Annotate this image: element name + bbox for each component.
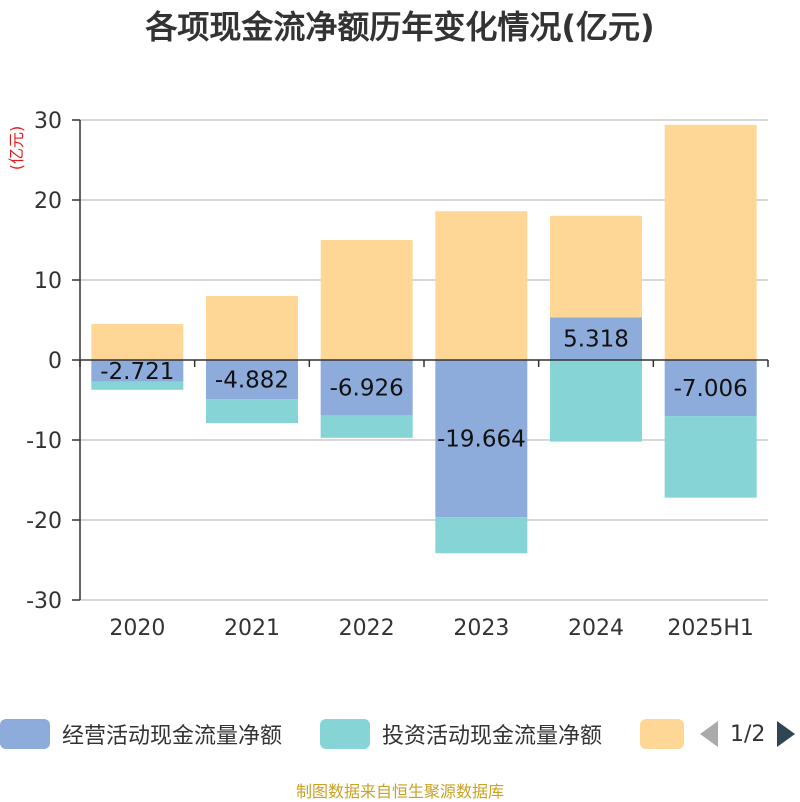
x-tick-label: 2020	[109, 616, 165, 641]
chart-plot: 30 20 10 0 -10 -20 -30 2020 2021 2022 2023 2024 2025…	[7, 109, 769, 641]
y-tick-label: 20	[34, 189, 62, 214]
data-label: -7.006	[674, 376, 748, 402]
bar-segment-s1-c5[interactable]	[664, 416, 757, 498]
y-tick-label: -10	[26, 429, 62, 454]
bar-layer	[91, 124, 757, 554]
legend-pager: 1/2	[700, 716, 796, 752]
y-tick-label: 10	[34, 269, 62, 294]
data-label: -2.721	[100, 359, 174, 385]
y-tick-label: -30	[26, 589, 62, 614]
bar-segment-s1-c0[interactable]	[91, 381, 184, 390]
bar-segment-s2-c4[interactable]	[550, 215, 642, 318]
x-tick-label: 2023	[453, 616, 509, 641]
legend-swatch-operating	[0, 719, 50, 749]
bar-segment-s2-c1[interactable]	[206, 296, 298, 360]
legend-swatch-third	[640, 719, 684, 749]
data-label: -4.882	[215, 368, 289, 394]
x-tick-label: 2025H1	[667, 616, 754, 641]
legend-item-operating[interactable]: 经营活动现金流量净额	[0, 716, 282, 752]
x-tick-label: 2024	[568, 616, 624, 641]
data-label: -6.926	[330, 376, 404, 402]
label-layer: -2.721 -4.882 -6.926 -19.664 5.318 -7.006	[100, 327, 747, 453]
y-tick-label: 30	[34, 109, 62, 134]
bar-segment-s0-c2[interactable]	[320, 360, 413, 416]
y-tick-label: -20	[26, 509, 62, 534]
y-axis-unit-label: (亿元)	[7, 126, 26, 171]
pager-page-text: 1/2	[730, 721, 766, 747]
x-tick-label: 2022	[339, 616, 395, 641]
bar-segment-s0-c3[interactable]	[435, 360, 528, 518]
legend-item-investing[interactable]: 投资活动现金流量净额	[320, 716, 602, 752]
bar-segment-s2-c3[interactable]	[435, 211, 528, 360]
legend: 经营活动现金流量净额 投资活动现金流量净额	[0, 716, 800, 752]
bar-segment-s1-c2[interactable]	[320, 415, 413, 438]
bar-segment-s0-c5[interactable]	[664, 360, 757, 417]
bar-segment-s1-c4[interactable]	[550, 360, 642, 442]
bar-segment-s2-c2[interactable]	[320, 240, 413, 360]
bar-segment-s1-c3[interactable]	[435, 517, 528, 554]
legend-label-operating: 经营活动现金流量净额	[62, 724, 283, 749]
bar-segment-s0-c0[interactable]	[91, 360, 184, 382]
legend-swatch-investing	[320, 719, 370, 749]
data-label: 5.318	[563, 327, 629, 353]
y-tick-label: 0	[48, 349, 62, 374]
bar-segment-s2-c5[interactable]	[664, 124, 757, 360]
bar-segment-s2-c0[interactable]	[91, 324, 184, 360]
legend-item-third[interactable]	[640, 716, 684, 752]
pager-prev-icon[interactable]	[700, 721, 718, 747]
bar-segment-s0-c4[interactable]	[550, 317, 642, 360]
bar-segment-s1-c1[interactable]	[206, 399, 298, 424]
bar-segment-s0-c1[interactable]	[206, 360, 298, 400]
source-note: 制图数据来自恒生聚源数据库	[295, 782, 504, 801]
legend-label-investing: 投资活动现金流量净额	[382, 724, 603, 749]
chart-title: 各项现金流净额历年变化情况(亿元)	[145, 8, 655, 46]
x-tick-label: 2021	[224, 616, 280, 641]
data-label: -19.664	[437, 427, 526, 453]
pager-next-icon[interactable]	[777, 721, 796, 747]
axis-layer: 30 20 10 0 -10 -20 -30 2020 2021 2022 2023 2024 2025…	[26, 109, 769, 641]
grid-layer	[80, 119, 768, 601]
